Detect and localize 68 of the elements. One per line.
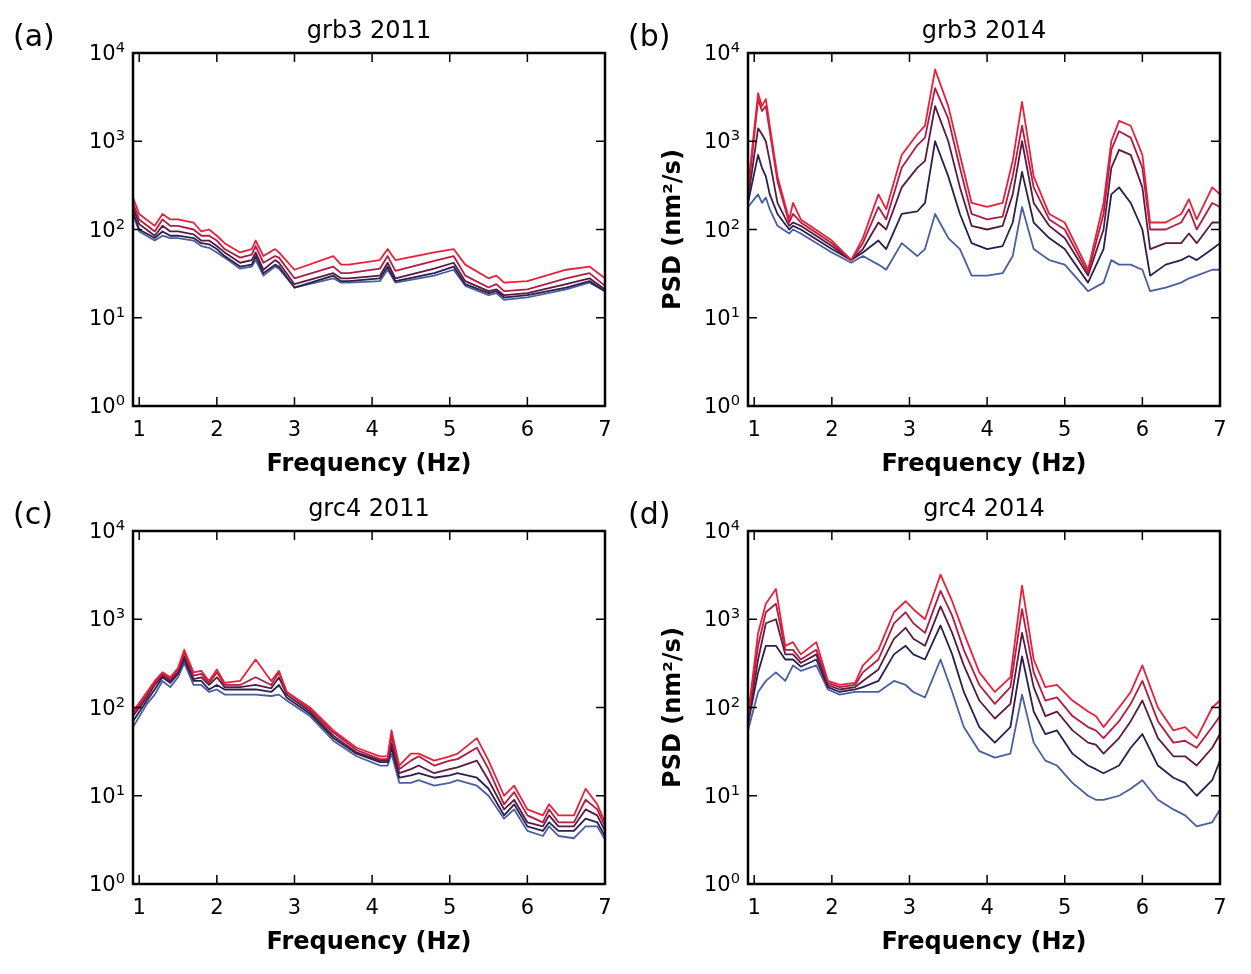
x-tick-label: 4: [980, 895, 994, 919]
x-tick-label: 6: [520, 417, 535, 441]
x-axis-title: Frequency (Hz): [881, 449, 1087, 477]
x-tick-label: 5: [1058, 895, 1072, 919]
x-tick-label: 2: [210, 895, 224, 919]
x-tick-label: 2: [210, 417, 224, 441]
y-tick-label: 10$^{0}$: [703, 390, 740, 418]
y-tick-label: 10$^{3}$: [703, 603, 740, 632]
y-tick-label: 10$^{3}$: [88, 125, 125, 154]
y-tick-label: 10$^{0}$: [703, 868, 740, 896]
x-axis-title: Frequency (Hz): [266, 449, 472, 477]
y-tick-label: 10$^{2}$: [703, 692, 740, 720]
y-tick-label: 10$^{2}$: [88, 214, 125, 242]
line-series: [748, 624, 1220, 797]
text: (a): [13, 18, 55, 53]
y-axis-title: PSD (nm²/s): [658, 627, 686, 788]
line-series: [748, 140, 1220, 284]
x-tick-label: 7: [598, 895, 612, 919]
y-tick-label: 10$^{3}$: [88, 603, 125, 632]
chart-title: grc4 2011: [308, 494, 430, 522]
y-tick-label: 10$^{1}$: [703, 302, 740, 330]
x-tick-label: 5: [443, 895, 457, 919]
line-series: [748, 658, 1220, 828]
x-axis-title: Frequency (Hz): [266, 927, 472, 955]
y-tick-label: 10$^{4}$: [88, 515, 125, 543]
x-tick-label: 5: [1058, 417, 1072, 441]
x-tick-label: 4: [365, 417, 379, 441]
y-tick-label: 10$^{2}$: [88, 692, 125, 720]
y-tick-label: 10$^{3}$: [703, 125, 740, 154]
x-tick-label: 2: [825, 417, 839, 441]
y-axis-title: PSD (nm²/s): [658, 149, 686, 310]
x-tick-label: 5: [443, 417, 457, 441]
y-tick-label: 10$^{4}$: [88, 37, 125, 65]
chart-title: grb3 2014: [921, 16, 1047, 44]
x-tick-label: 3: [902, 417, 917, 441]
x-tick-label: 1: [132, 417, 146, 441]
y-tick-label: 10$^{2}$: [703, 214, 740, 242]
text: (c): [13, 496, 53, 531]
x-tick-label: 3: [287, 895, 302, 919]
x-tick-label: 7: [1213, 895, 1227, 919]
chart-title: grc4 2014: [923, 494, 1045, 522]
y-tick-label: 10$^{4}$: [703, 37, 740, 65]
y-tick-label: 10$^{4}$: [703, 515, 740, 543]
text: (d): [628, 496, 671, 531]
x-tick-label: 2: [825, 895, 839, 919]
y-tick-label: 10$^{1}$: [88, 780, 125, 808]
x-tick-label: 6: [1135, 895, 1150, 919]
y-tick-label: 10$^{0}$: [88, 390, 125, 418]
x-tick-label: 7: [1213, 417, 1227, 441]
x-axis-title: Frequency (Hz): [881, 927, 1087, 955]
x-tick-label: 1: [747, 895, 761, 919]
x-tick-label: 7: [598, 417, 612, 441]
text: (b): [628, 18, 671, 53]
x-tick-label: 1: [132, 895, 146, 919]
x-tick-label: 4: [980, 417, 994, 441]
x-tick-label: 1: [747, 417, 761, 441]
x-tick-label: 6: [1135, 417, 1150, 441]
x-tick-label: 6: [520, 895, 535, 919]
y-tick-label: 10$^{0}$: [88, 868, 125, 896]
chart-title: grb3 2011: [306, 16, 432, 44]
line-series: [748, 605, 1220, 767]
line-series: [748, 193, 1220, 293]
x-tick-label: 3: [287, 417, 302, 441]
x-tick-label: 4: [365, 895, 379, 919]
line-series: [133, 196, 605, 284]
y-tick-label: 10$^{1}$: [703, 780, 740, 808]
x-tick-label: 3: [902, 895, 917, 919]
y-tick-label: 10$^{1}$: [88, 302, 125, 330]
